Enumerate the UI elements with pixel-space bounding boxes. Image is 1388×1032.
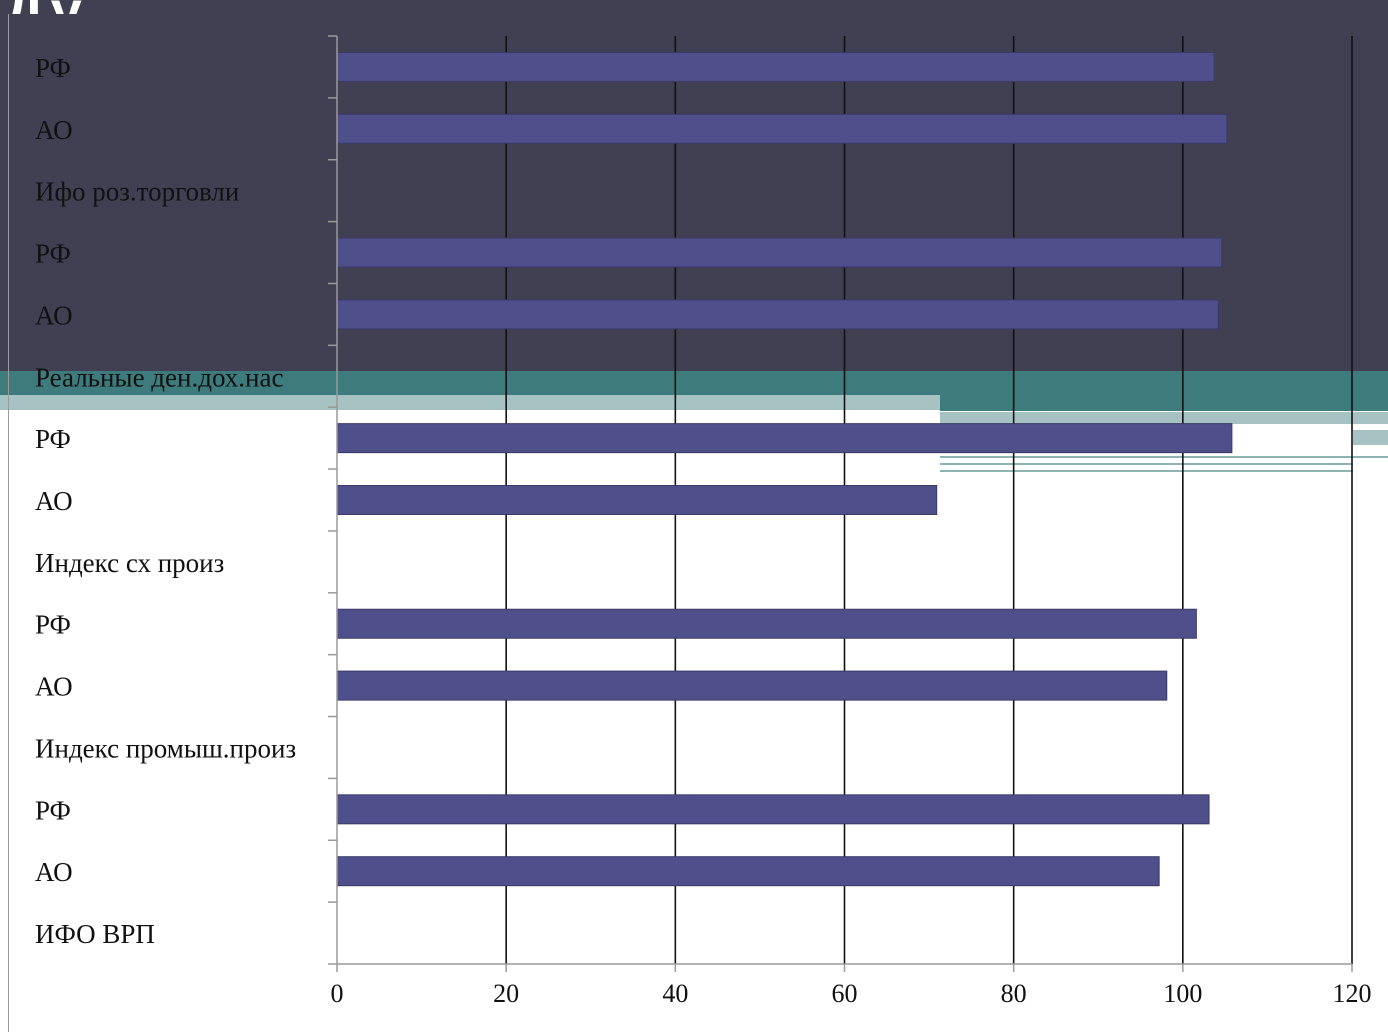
y-category-label: Ифо роз.торговли — [35, 177, 239, 207]
y-category-label: АО — [35, 300, 73, 330]
x-tick-label: 100 — [1163, 979, 1202, 1008]
x-tick-label: 0 — [331, 979, 344, 1008]
bar — [336, 423, 1233, 454]
decorative-teal-right-strip — [1353, 430, 1388, 445]
bar — [336, 608, 1197, 639]
y-category-label: Индекс промыш.произ — [35, 733, 296, 763]
bar — [336, 237, 1223, 268]
y-category-label: РФ — [35, 795, 71, 825]
y-category-label: РФ — [35, 610, 71, 640]
y-category-label: РФ — [35, 239, 71, 269]
y-category-label: РФ — [35, 53, 71, 83]
decorative-teal-light-band — [0, 395, 940, 410]
slide-left-border — [8, 14, 9, 1032]
x-tick-label: 80 — [1001, 979, 1027, 1008]
y-category-label: РФ — [35, 424, 71, 454]
bar — [336, 485, 938, 515]
bar — [336, 113, 1228, 144]
y-category-label: АО — [35, 857, 73, 887]
x-tick-label: 120 — [1333, 979, 1372, 1008]
bar — [336, 51, 1215, 82]
slide-title-text: Ду — [4, 0, 88, 14]
decorative-teal-line — [940, 463, 1353, 465]
x-tick-label: 20 — [493, 979, 519, 1008]
decorative-teal-line — [940, 470, 1353, 472]
x-tick-label: 60 — [832, 979, 858, 1008]
y-category-label: АО — [35, 486, 73, 516]
bar — [336, 794, 1210, 825]
bar — [336, 856, 1160, 887]
decorative-teal-right-block — [940, 395, 1388, 411]
slide-title-fragment: Ду — [4, 0, 144, 14]
bar — [336, 299, 1219, 330]
y-category-label: Индекс сх произ — [35, 548, 224, 578]
y-category-label: Реальные ден.дох.нас — [35, 362, 283, 392]
y-category-label: ИФО ВРП — [35, 919, 155, 949]
bar — [336, 670, 1168, 701]
decorative-teal-band — [0, 371, 1388, 395]
decorative-teal-right-strip — [940, 412, 1388, 424]
x-tick-label: 40 — [662, 979, 688, 1008]
decorative-teal-line — [940, 456, 1388, 458]
y-category-label: АО — [35, 115, 73, 145]
y-category-label: АО — [35, 672, 73, 702]
